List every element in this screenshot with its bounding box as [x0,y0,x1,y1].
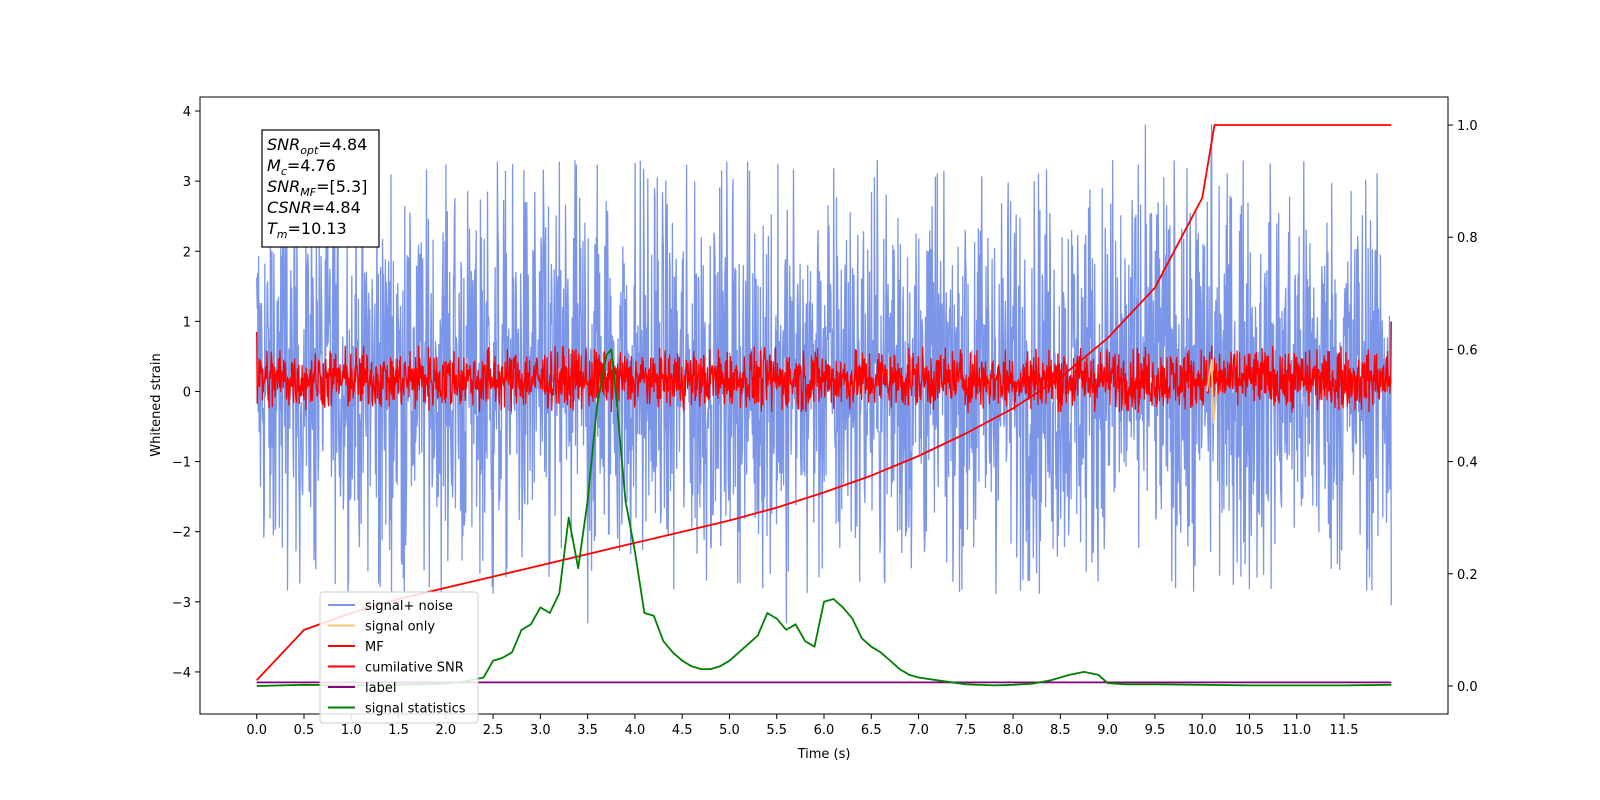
y-tick-label: 4 [183,105,191,120]
x-tick-label: 0.0 [246,723,267,738]
x-tick-label: 1.0 [341,723,362,738]
legend-label: signal+ noise [365,599,453,614]
x-tick-label: 3.0 [530,723,551,738]
x-tick-label: 9.5 [1145,723,1166,738]
x-tick-label: 2.5 [483,723,504,738]
x-tick-label: 10.5 [1235,723,1264,738]
y2-tick-label: 0.0 [1457,680,1478,695]
y-tick-label: 0 [183,385,191,400]
x-tick-label: 8.0 [1003,723,1024,738]
y-tick-label: −1 [172,456,191,471]
y-tick-label: 2 [183,245,191,260]
x-tick-label: 5.5 [766,723,787,738]
x-tick-label: 1.5 [388,723,409,738]
legend-label: label [365,681,396,696]
x-tick-label: 0.5 [294,723,315,738]
x-tick-label: 7.5 [955,723,976,738]
x-tick-label: 9.0 [1097,723,1118,738]
x-tick-label: 10.0 [1188,723,1217,738]
legend-label: MF [365,640,384,655]
annotation-line: Mc=4.76 [267,156,336,178]
y2-tick-label: 0.8 [1457,231,1478,246]
y2-tick-label: 0.2 [1457,568,1478,583]
x-tick-label: 8.5 [1050,723,1071,738]
annotation-line: CSNR=4.84 [267,198,361,217]
x-tick-label: 5.0 [719,723,740,738]
annotation-line: SNRMF=[5.3] [267,177,367,199]
annotation-box: SNRopt=4.84Mc=4.76SNRMF=[5.3]CSNR=4.84Tm… [262,130,379,247]
legend: signal+ noise signal only MF cumilative SNR… [320,592,478,723]
legend-label: cumilative SNR [365,661,464,676]
x-tick-label: 4.5 [672,723,693,738]
y2-tick-label: 0.6 [1457,343,1478,358]
legend-label: signal only [365,620,435,635]
y2-tick-label: 1.0 [1457,119,1478,134]
y-tick-label: 3 [183,175,191,190]
legend-label: signal statistics [365,702,466,717]
x-tick-label: 11.0 [1282,723,1311,738]
y-tick-label: −4 [172,666,191,681]
x-tick-label: 3.5 [577,723,598,738]
y2-tick-label: 0.4 [1457,456,1478,471]
x-tick-label: 6.5 [861,723,882,738]
y-axis-label: Whitened strain [149,353,164,456]
y-tick-label: −2 [172,526,191,541]
y-tick-label: 1 [183,315,191,330]
x-axis-label: Time (s) [797,747,851,762]
x-tick-label: 2.0 [435,723,456,738]
x-tick-label: 11.5 [1330,723,1359,738]
x-tick-label: 7.0 [908,723,929,738]
x-tick-label: 6.0 [814,723,835,738]
y-tick-label: −3 [172,596,191,611]
x-tick-label: 4.0 [625,723,646,738]
